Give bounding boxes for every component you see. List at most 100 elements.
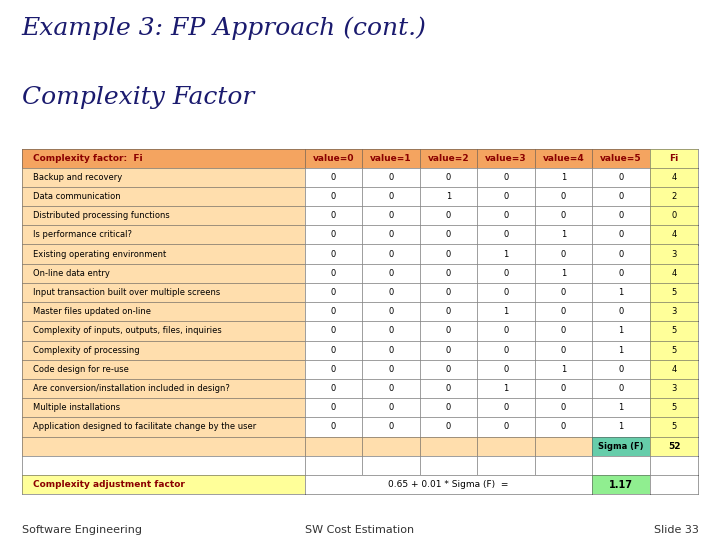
Text: 0: 0 [388, 403, 394, 412]
Text: 2: 2 [672, 192, 677, 201]
Text: 0: 0 [330, 403, 336, 412]
Text: 0: 0 [388, 211, 394, 220]
Text: 0: 0 [330, 192, 336, 201]
Text: 1.17: 1.17 [609, 480, 633, 489]
Text: 0: 0 [503, 365, 508, 374]
Text: 0: 0 [330, 211, 336, 220]
Text: 1: 1 [618, 422, 624, 431]
Text: 1: 1 [618, 403, 624, 412]
Text: Complexity factor:  Fi: Complexity factor: Fi [33, 153, 143, 163]
Text: Complexity adjustment factor: Complexity adjustment factor [33, 480, 185, 489]
Text: 0: 0 [561, 403, 566, 412]
Text: 0: 0 [388, 384, 394, 393]
Text: Data communication: Data communication [33, 192, 120, 201]
Text: Existing operating environment: Existing operating environment [33, 249, 166, 259]
Text: 0: 0 [561, 249, 566, 259]
Text: 0: 0 [388, 288, 394, 297]
Text: 1: 1 [503, 384, 508, 393]
Text: 52: 52 [668, 442, 680, 450]
Text: 0.65 + 0.01 * Sigma (F)  =: 0.65 + 0.01 * Sigma (F) = [388, 480, 508, 489]
Text: 0: 0 [446, 326, 451, 335]
Text: 0: 0 [503, 231, 508, 239]
Text: 0: 0 [330, 384, 336, 393]
Text: Example 3: FP Approach (cont.): Example 3: FP Approach (cont.) [22, 16, 426, 40]
Text: 3: 3 [671, 307, 677, 316]
Text: 0: 0 [330, 422, 336, 431]
Text: 1: 1 [618, 326, 624, 335]
Text: 4: 4 [672, 231, 677, 239]
Text: 0: 0 [618, 365, 624, 374]
Text: 5: 5 [672, 422, 677, 431]
Text: 0: 0 [330, 288, 336, 297]
Text: 0: 0 [503, 173, 508, 182]
Text: value=0: value=0 [312, 153, 354, 163]
Text: Input transaction built over multiple screens: Input transaction built over multiple sc… [33, 288, 220, 297]
Text: Software Engineering: Software Engineering [22, 524, 142, 535]
Text: Distributed processing functions: Distributed processing functions [33, 211, 170, 220]
Text: 0: 0 [330, 231, 336, 239]
Text: 5: 5 [672, 403, 677, 412]
Text: 1: 1 [618, 288, 624, 297]
Text: 0: 0 [503, 211, 508, 220]
Text: 4: 4 [672, 173, 677, 182]
Text: 0: 0 [330, 307, 336, 316]
Text: 1: 1 [618, 346, 624, 355]
Text: value=5: value=5 [600, 153, 642, 163]
Text: Complexity of inputs, outputs, files, inquiries: Complexity of inputs, outputs, files, in… [33, 326, 222, 335]
Text: 0: 0 [388, 231, 394, 239]
Text: 0: 0 [503, 326, 508, 335]
Text: 1: 1 [503, 307, 508, 316]
Text: 0: 0 [561, 211, 566, 220]
Text: Complexity of processing: Complexity of processing [33, 346, 140, 355]
Text: 0: 0 [561, 192, 566, 201]
Text: 0: 0 [561, 326, 566, 335]
Text: 0: 0 [503, 422, 508, 431]
Text: 0: 0 [388, 269, 394, 278]
Text: 1: 1 [561, 173, 566, 182]
Text: 0: 0 [446, 288, 451, 297]
Text: 0: 0 [330, 346, 336, 355]
Text: SW Cost Estimation: SW Cost Estimation [305, 524, 415, 535]
Text: 1: 1 [446, 192, 451, 201]
Text: 0: 0 [330, 249, 336, 259]
Text: 0: 0 [388, 192, 394, 201]
Text: 0: 0 [388, 307, 394, 316]
Text: On-line data entry: On-line data entry [33, 269, 109, 278]
Text: 0: 0 [446, 307, 451, 316]
Text: 4: 4 [672, 365, 677, 374]
Text: 0: 0 [446, 403, 451, 412]
Text: 5: 5 [672, 346, 677, 355]
Text: 0: 0 [618, 173, 624, 182]
Text: Backup and recovery: Backup and recovery [33, 173, 122, 182]
Text: 0: 0 [388, 173, 394, 182]
Text: 0: 0 [446, 231, 451, 239]
Text: 0: 0 [446, 249, 451, 259]
Text: 0: 0 [330, 365, 336, 374]
Text: Code design for re-use: Code design for re-use [33, 365, 129, 374]
Text: 1: 1 [561, 269, 566, 278]
Text: 0: 0 [503, 192, 508, 201]
Text: Slide 33: Slide 33 [654, 524, 698, 535]
Text: 0: 0 [388, 422, 394, 431]
Text: Complexity Factor: Complexity Factor [22, 86, 254, 110]
Text: 3: 3 [671, 384, 677, 393]
Text: 0: 0 [388, 326, 394, 335]
Text: Fi: Fi [670, 153, 679, 163]
Text: 0: 0 [446, 173, 451, 182]
Text: 0: 0 [618, 307, 624, 316]
Text: value=3: value=3 [485, 153, 527, 163]
Text: 0: 0 [330, 269, 336, 278]
Text: 0: 0 [503, 269, 508, 278]
Text: 0: 0 [388, 249, 394, 259]
Text: value=2: value=2 [428, 153, 469, 163]
Text: 0: 0 [388, 346, 394, 355]
Text: 0: 0 [672, 211, 677, 220]
Text: 1: 1 [561, 231, 566, 239]
Text: 0: 0 [618, 269, 624, 278]
Text: 0: 0 [503, 346, 508, 355]
Text: Multiple installations: Multiple installations [33, 403, 120, 412]
Text: Sigma (F): Sigma (F) [598, 442, 644, 450]
Text: 0: 0 [503, 403, 508, 412]
Text: 0: 0 [446, 384, 451, 393]
Text: 0: 0 [503, 288, 508, 297]
